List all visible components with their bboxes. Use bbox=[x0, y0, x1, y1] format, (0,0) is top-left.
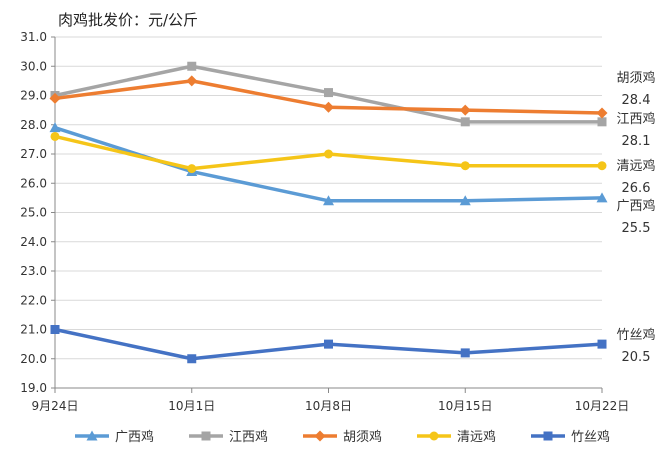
grid-lines bbox=[55, 36, 602, 360]
y-tick-label: 19.0 bbox=[20, 381, 47, 395]
data-point bbox=[459, 195, 471, 206]
data-point bbox=[49, 92, 61, 104]
end-labels: 广西鸡 25.5 江西鸡 28.1 胡须鸡 28.4 清远鸡 26.6 竹丝鸡 20.5 bbox=[616, 70, 655, 365]
y-tick-label: 25.0 bbox=[20, 206, 47, 220]
series-group bbox=[49, 61, 608, 364]
data-point bbox=[50, 325, 60, 334]
legend: 广西鸡 江西鸡 胡须鸡 清远鸡 竹丝鸡 bbox=[75, 429, 610, 445]
series-2 bbox=[49, 75, 608, 119]
end-label-name: 江西鸡 bbox=[616, 111, 655, 127]
legend-item: 清远鸡 bbox=[417, 429, 496, 445]
data-point bbox=[49, 122, 61, 133]
x-tick-label: 10月15日 bbox=[438, 399, 493, 413]
data-point bbox=[324, 339, 333, 349]
legend-marker bbox=[543, 431, 553, 441]
end-label-name: 广西鸡 bbox=[616, 198, 655, 214]
data-point bbox=[597, 161, 607, 171]
data-point bbox=[597, 339, 607, 349]
legend-label: 胡须鸡 bbox=[343, 429, 382, 445]
series-4 bbox=[50, 325, 607, 364]
legend-item: 江西鸡 bbox=[189, 429, 268, 445]
data-point bbox=[187, 61, 197, 71]
y-tick-label: 20.0 bbox=[20, 352, 47, 366]
end-label-value: 26.6 bbox=[622, 181, 651, 196]
data-point bbox=[187, 354, 197, 364]
data-point bbox=[460, 117, 470, 127]
data-point bbox=[324, 149, 333, 159]
x-tick-label: 9月24日 bbox=[32, 399, 79, 413]
end-label-value: 28.1 bbox=[622, 134, 651, 149]
data-point bbox=[186, 75, 198, 87]
legend-item: 竹丝鸡 bbox=[531, 429, 610, 445]
end-label-name: 胡须鸡 bbox=[616, 70, 655, 86]
end-label-name: 竹丝鸡 bbox=[616, 327, 655, 343]
legend-marker bbox=[429, 431, 439, 441]
legend-label: 广西鸡 bbox=[115, 429, 154, 445]
legend-marker bbox=[86, 430, 98, 441]
y-tick-label: 24.0 bbox=[20, 235, 47, 249]
data-point bbox=[187, 164, 197, 174]
y-tick-label: 31.0 bbox=[20, 30, 47, 44]
legend-label: 江西鸡 bbox=[229, 429, 268, 445]
legend-item: 广西鸡 bbox=[75, 429, 154, 445]
data-point bbox=[459, 104, 471, 116]
data-point bbox=[597, 117, 607, 127]
data-point bbox=[596, 107, 608, 119]
y-tick-label: 26.0 bbox=[20, 176, 47, 190]
y-tick-label: 23.0 bbox=[20, 264, 47, 278]
end-label-name: 清远鸡 bbox=[616, 158, 655, 174]
end-label-value: 20.5 bbox=[622, 350, 651, 365]
data-point bbox=[460, 161, 470, 171]
data-point bbox=[50, 131, 60, 141]
data-point bbox=[596, 192, 608, 203]
end-label-value: 25.5 bbox=[622, 221, 651, 236]
legend-label: 竹丝鸡 bbox=[571, 429, 610, 445]
end-label-value: 28.4 bbox=[622, 93, 651, 108]
y-tick-label: 28.0 bbox=[20, 118, 47, 132]
y-tick-label: 27.0 bbox=[20, 147, 47, 161]
y-axis-ticks: 19.0 20.0 21.0 22.0 23.0 24.0 25.0 26.0 27.0 28.0… bbox=[20, 30, 47, 395]
series-3 bbox=[50, 131, 607, 174]
y-tick-label: 21.0 bbox=[20, 323, 47, 337]
x-tick-label: 10月1日 bbox=[168, 399, 215, 413]
data-point bbox=[323, 195, 334, 206]
legend-item: 胡须鸡 bbox=[303, 429, 382, 445]
legend-marker bbox=[314, 430, 326, 442]
x-tick-label: 10月22日 bbox=[575, 399, 630, 413]
data-point bbox=[324, 88, 333, 98]
x-tick-label: 10月8日 bbox=[305, 399, 352, 413]
y-tick-label: 22.0 bbox=[20, 293, 47, 307]
x-axis-ticks: 9月24日 10月1日 10月8日 10月15日 10月22日 bbox=[32, 399, 630, 413]
series-0 bbox=[49, 122, 608, 206]
data-point bbox=[460, 348, 470, 358]
series-1 bbox=[50, 61, 607, 127]
chart-title: 肉鸡批发价：元/公斤 bbox=[58, 11, 198, 29]
data-point bbox=[323, 101, 334, 113]
legend-label: 清远鸡 bbox=[457, 429, 496, 445]
legend-marker bbox=[201, 431, 211, 441]
y-tick-label: 30.0 bbox=[20, 59, 47, 73]
y-tick-label: 29.0 bbox=[20, 89, 47, 103]
